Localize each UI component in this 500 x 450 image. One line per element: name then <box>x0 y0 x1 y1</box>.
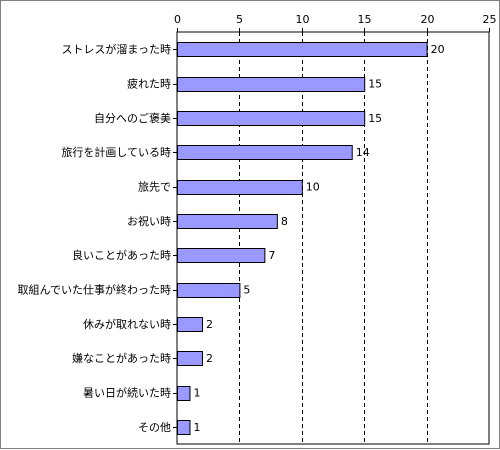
category-label: 良いことがあった時 <box>72 248 171 262</box>
x-tick-label: 5 <box>236 13 243 26</box>
category-label: 暑い日が続いた時 <box>83 386 171 400</box>
x-tick-label: 10 <box>296 13 310 26</box>
category-label: 休みが取れない時 <box>83 317 171 331</box>
bar <box>177 111 366 126</box>
x-tick-label: 25 <box>483 13 497 26</box>
bar <box>177 283 241 298</box>
data-label: 15 <box>368 78 382 91</box>
bar <box>177 317 203 332</box>
bar <box>177 180 303 195</box>
category-label: 自分へのご褒美 <box>94 111 171 125</box>
bar <box>177 351 203 366</box>
plot-area <box>176 31 490 445</box>
data-label: 15 <box>368 112 382 125</box>
category-label: 旅先で <box>138 180 171 194</box>
data-label: 5 <box>243 284 250 297</box>
category-label: その他 <box>138 421 171 434</box>
data-label: 1 <box>193 421 200 434</box>
category-label: 疲れた時 <box>127 77 171 91</box>
bar <box>177 420 191 435</box>
data-label: 8 <box>281 215 288 228</box>
bar <box>177 77 366 92</box>
data-label: 20 <box>431 43 445 56</box>
bar <box>177 386 191 401</box>
data-label: 2 <box>206 318 213 331</box>
x-tick-label: 15 <box>358 13 372 26</box>
data-label: 1 <box>193 387 200 400</box>
category-label: お祝い時 <box>127 214 171 228</box>
data-label: 2 <box>206 352 213 365</box>
x-tick-label: 20 <box>421 13 435 26</box>
category-label: 嫌なことがあった時 <box>72 351 171 365</box>
category-label: 取組んでいた仕事が終わった時 <box>18 283 171 297</box>
bar <box>177 42 428 57</box>
bar <box>177 248 266 263</box>
data-label: 10 <box>306 181 320 194</box>
data-label: 7 <box>268 249 275 262</box>
category-label: 旅行を計画している時 <box>61 145 171 159</box>
bar <box>177 145 353 160</box>
data-label: 14 <box>356 146 370 159</box>
x-tick-label: 0 <box>174 13 181 26</box>
bar <box>177 214 278 229</box>
category-label: ストレスが溜まった時 <box>61 42 171 56</box>
